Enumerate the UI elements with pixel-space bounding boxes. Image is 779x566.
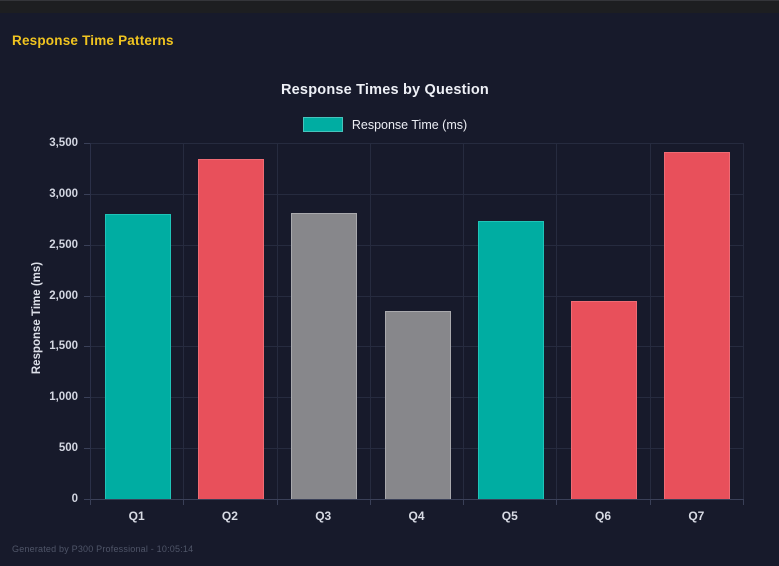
bar-q4[interactable] [384,310,451,499]
y-tick-mark [84,244,90,246]
y-tick-label: 3,500 [49,137,78,149]
v-gridline [649,143,651,499]
y-tick-mark [84,143,90,144]
window-top-strip [0,0,779,13]
x-tick-label-q3: Q3 [315,509,332,523]
y-tick-label: 2,500 [49,238,78,251]
y-tick-label: 0 [71,493,78,505]
x-tick-mark [649,500,651,505]
x-tick-label-q2: Q2 [221,509,238,523]
y-tick-label: 500 [58,442,78,455]
chart-legend[interactable]: Response Time (ms) [0,117,770,132]
y-tick-label: 3,000 [49,187,78,200]
x-tick-mark [743,500,744,505]
y-tick-label: 1,000 [49,391,78,404]
x-tick-label-q6: Q6 [595,509,612,523]
h-gridline [91,143,744,144]
y-tick-label: 2,000 [49,289,78,302]
y-tick-mark [84,499,90,500]
chart-title: Response Times by Question [281,82,489,98]
y-axis-title: Response Time (ms) [31,261,43,375]
plot-area [90,143,744,500]
x-tick-mark [90,500,91,505]
bar-q7[interactable] [664,152,731,499]
h-gridline [91,193,744,195]
v-gridline [369,143,371,499]
x-tick-mark [556,500,558,505]
v-gridline [183,143,185,499]
x-tick-mark [463,500,465,505]
bar-q2[interactable] [197,159,264,499]
y-tick-mark [84,193,90,195]
x-tick-label-q5: Q5 [501,509,518,523]
v-gridline [276,143,278,499]
x-tick-label-q4: Q4 [408,509,425,523]
legend-label: Response Time (ms) [351,117,468,132]
x-tick-mark [369,500,371,505]
footer-note: Generated by P300 Professional - 10:05:1… [12,544,194,554]
legend-swatch [302,117,343,132]
v-gridline [743,143,744,499]
bar-q5[interactable] [477,221,544,499]
bar-q3[interactable] [291,213,358,499]
v-gridline [463,143,465,499]
y-tick-mark [84,448,90,450]
bar-q6[interactable] [571,300,638,499]
y-tick-mark [84,397,90,399]
h-gridline [91,244,744,246]
bar-q1[interactable] [104,214,171,499]
x-tick-mark [276,500,278,505]
y-tick-label: 1,500 [49,340,78,353]
y-tick-mark [84,346,90,348]
x-tick-label-q7: Q7 [688,509,705,523]
x-tick-mark [183,500,185,505]
v-gridline [556,143,558,499]
x-tick-label-q1: Q1 [128,509,145,523]
h-gridline [91,295,744,297]
y-tick-mark [84,295,90,297]
page-title: Response Time Patterns [12,33,174,48]
